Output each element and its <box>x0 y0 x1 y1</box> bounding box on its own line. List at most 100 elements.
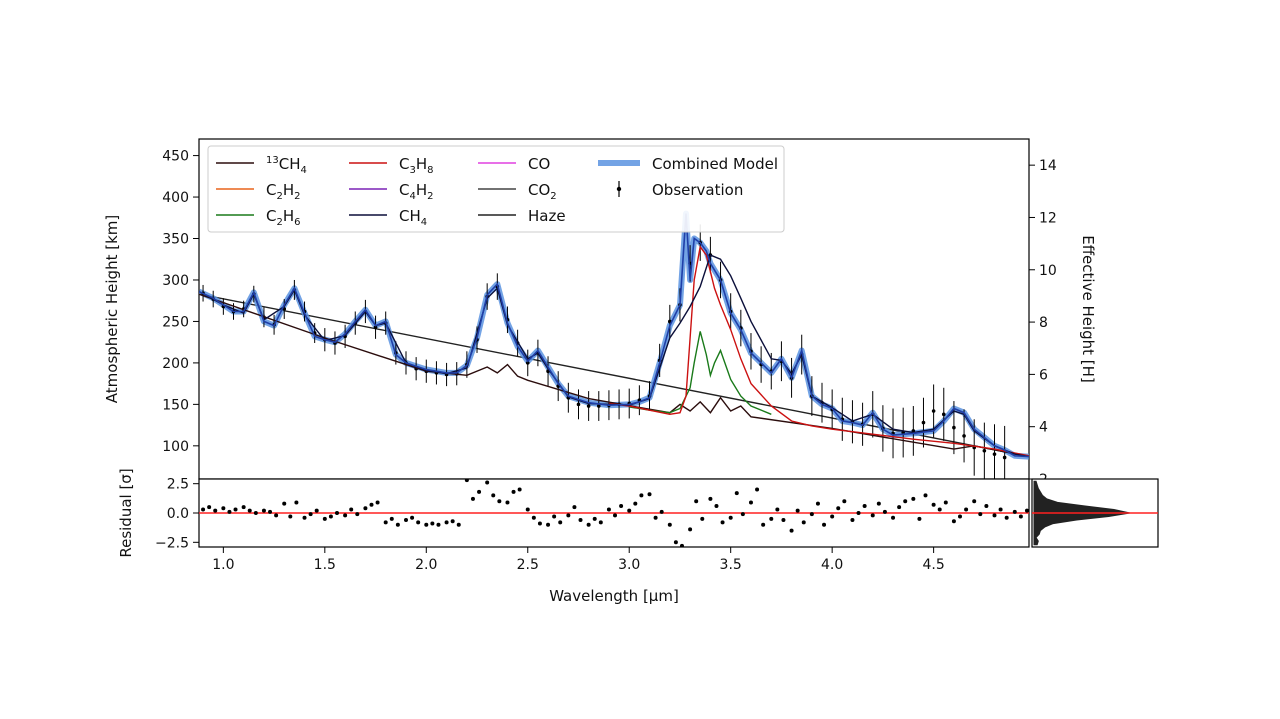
y-tick-label: 300 <box>162 273 189 289</box>
residual-point <box>349 507 354 512</box>
y-right-tick-label: 12 <box>1039 210 1057 226</box>
legend-entry: Observation <box>616 181 743 199</box>
residual-point <box>221 506 226 511</box>
residual-point <box>769 516 774 521</box>
residual-point <box>891 515 896 520</box>
legend: 13CH4 C2H2 C2H6 C3H8 C4H2 CH4 CO CO2 Haze Combine… <box>207 145 785 233</box>
y-right-tick-label: 8 <box>1039 315 1048 331</box>
residual-point <box>328 514 333 519</box>
x-ticks: 1.0 1.5 2.0 2.5 3.0 3.5 4.0 4.5 <box>212 547 945 573</box>
residual-point <box>679 543 684 547</box>
residual-point <box>862 503 867 508</box>
residual-y-ticks: −2.5 0.0 2.5 <box>155 477 199 551</box>
residual-point <box>395 522 400 527</box>
residual-point <box>903 499 908 504</box>
residual-point <box>383 520 388 525</box>
residual-point <box>639 493 644 498</box>
residual-point <box>363 506 368 511</box>
legend-label: CO <box>528 155 550 173</box>
observation-point <box>576 402 581 407</box>
residual-point <box>485 480 490 485</box>
residual-point <box>830 514 835 519</box>
series-c3h8 <box>608 245 1029 457</box>
observation-point <box>982 449 987 453</box>
residual-point <box>247 508 252 513</box>
observation-point <box>921 420 926 425</box>
residual-point <box>627 508 632 513</box>
residual-point <box>972 499 977 504</box>
residual-point <box>334 511 339 515</box>
residual-point <box>233 507 238 512</box>
residual-point <box>552 514 557 519</box>
residual-point <box>931 502 936 507</box>
residual-point <box>375 500 380 505</box>
residual-point <box>720 520 725 525</box>
y-tick-label: 150 <box>162 397 189 413</box>
y-axis-label-left: Atmospheric Height [km] <box>103 215 121 403</box>
x-axis-label: Wavelength [μm] <box>549 587 679 605</box>
residual-point <box>653 515 658 520</box>
residual-point <box>389 516 394 521</box>
residual-point <box>714 503 719 508</box>
x-tick-label: 4.0 <box>821 557 843 573</box>
residual-point <box>688 527 693 532</box>
residual-point <box>842 499 847 504</box>
residual-point <box>647 492 652 497</box>
residual-point <box>822 522 827 527</box>
residual-point <box>734 491 739 496</box>
x-tick-label: 1.5 <box>314 557 336 573</box>
residual-point <box>525 507 530 512</box>
residual-point <box>964 507 969 512</box>
residual-point <box>1004 515 1009 520</box>
residual-point <box>984 503 989 508</box>
y-tick-label: 450 <box>162 149 189 165</box>
observation-point <box>1002 455 1007 460</box>
residual-point <box>978 512 983 517</box>
residual-point <box>430 521 435 526</box>
residual-point <box>882 509 887 514</box>
residual-point <box>789 528 794 533</box>
residual-point <box>761 522 766 527</box>
residual-point <box>288 514 293 519</box>
residual-point <box>923 493 928 498</box>
residual-point <box>578 518 583 523</box>
y-right-tick-label: 10 <box>1039 263 1057 279</box>
residual-y-tick-label: 0.0 <box>167 506 189 522</box>
residual-y-axis-label: Residual [σ] <box>117 468 135 557</box>
residual-point <box>213 508 218 513</box>
residual-point <box>227 509 232 514</box>
legend-entry: CH4 <box>349 207 427 228</box>
observation-point <box>1023 0 1027 2</box>
x-tick-label: 3.5 <box>720 557 742 573</box>
residual-point <box>809 512 814 517</box>
right-y-ticks: 2468101214 <box>1029 158 1057 488</box>
residual-point <box>572 505 577 510</box>
observation-point <box>941 412 946 417</box>
residual-point <box>470 496 475 501</box>
residual-point <box>850 518 855 523</box>
series-combined-model-core <box>199 213 1029 458</box>
residual-point <box>592 516 597 521</box>
residual-point <box>992 513 997 518</box>
y-right-tick-label: 4 <box>1039 420 1048 436</box>
observation-point <box>962 434 966 438</box>
residual-point <box>619 503 624 508</box>
residual-point <box>1018 514 1023 519</box>
residual-point <box>497 499 502 504</box>
residual-point <box>403 518 408 523</box>
left-y-ticks: 100 150 200 250 300 350 400 450 <box>162 149 199 455</box>
residual-point <box>700 516 705 521</box>
residual-point <box>694 499 699 504</box>
residual-point <box>897 505 902 510</box>
residual-point <box>856 511 861 515</box>
observation-point <box>931 409 936 413</box>
y-right-tick-label: 6 <box>1039 367 1048 383</box>
residual-point <box>355 512 360 517</box>
residual-y-tick-label: 2.5 <box>167 477 189 493</box>
legend-entry: C2H6 <box>216 207 301 228</box>
legend-entry: C2H2 <box>216 181 301 202</box>
residual-point <box>282 501 287 506</box>
histogram-panel <box>1031 478 1159 548</box>
